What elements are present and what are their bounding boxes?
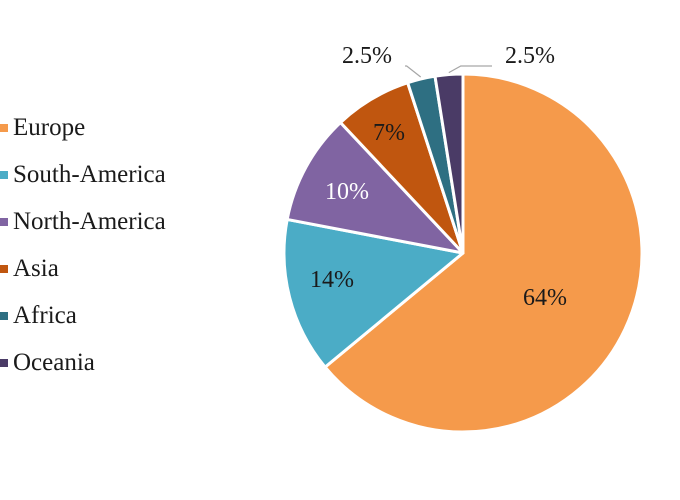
legend-item-europe: Europe: [0, 104, 166, 151]
legend-item-africa: Africa: [0, 292, 166, 339]
legend-swatch-oceania: [0, 358, 8, 367]
legend-label-north-america: North-America: [13, 207, 166, 235]
data-label-europe: 64%: [523, 285, 567, 311]
legend-label-europe: Europe: [13, 113, 86, 141]
legend-swatch-europe: [0, 123, 8, 132]
legend-item-oceania: Oceania: [0, 339, 166, 386]
legend-label-africa: Africa: [13, 301, 77, 329]
data-label-south-america: 14%: [310, 267, 354, 293]
legend-label-asia: Asia: [13, 254, 59, 282]
leader-line-africa: [405, 65, 422, 78]
legend-item-north-america: North-America: [0, 198, 166, 245]
legend-label-oceania: Oceania: [13, 348, 95, 376]
legend-swatch-asia: [0, 264, 8, 273]
data-label-north-america: 10%: [325, 179, 369, 205]
legend-swatch-africa: [0, 311, 8, 320]
legend-label-south-america: South-America: [13, 160, 166, 188]
pie-slice-oceania: [433, 72, 465, 255]
pie-slice-south-america: [282, 217, 465, 369]
legend-item-asia: Asia: [0, 245, 166, 292]
data-label-asia: 7%: [373, 120, 405, 146]
pie-slice-europe: [323, 72, 644, 434]
legend-swatch-north-america: [0, 217, 8, 226]
legend-swatch-south-america: [0, 170, 8, 179]
chart-legend: Europe South-America North-America Asia Afri…: [0, 104, 166, 386]
data-label-africa: 2.5%: [342, 43, 392, 69]
data-label-oceania: 2.5%: [505, 43, 555, 69]
leader-line-oceania: [448, 65, 492, 74]
pie-slice-north-america: [285, 121, 465, 255]
legend-item-south-america: South-America: [0, 151, 166, 198]
